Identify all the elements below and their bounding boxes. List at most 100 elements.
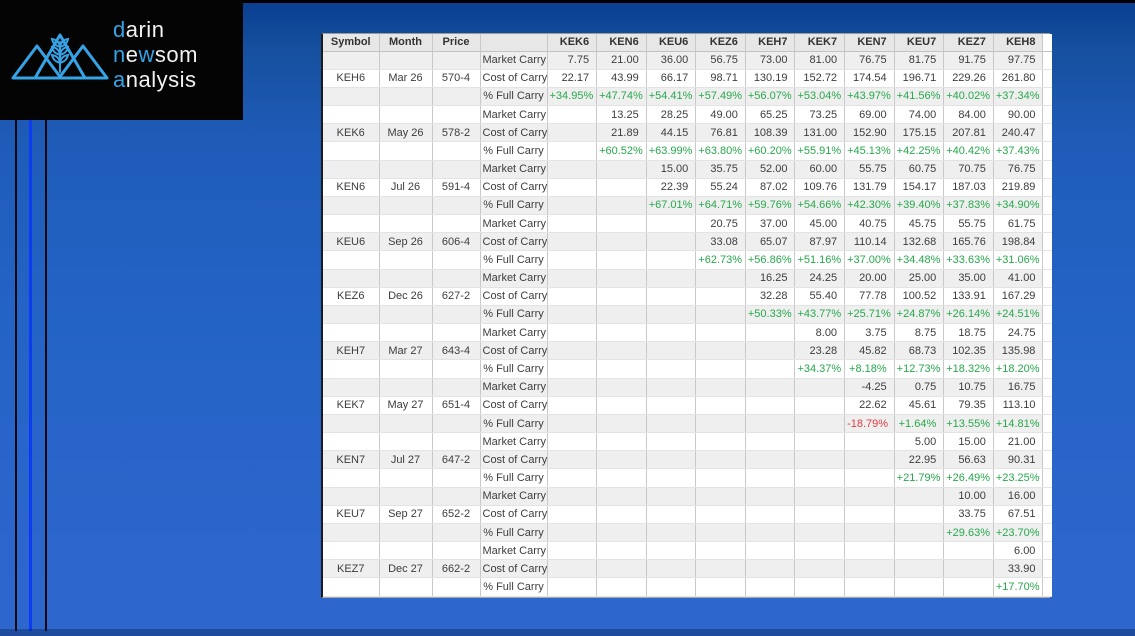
cell-price	[431, 487, 480, 506]
cell-price	[431, 323, 480, 343]
pct-cell: +25.71%	[844, 305, 895, 325]
row-label: % Full Carry	[479, 577, 547, 597]
value-cell: 73.00	[744, 51, 795, 70]
cell-price	[431, 432, 480, 452]
value-cell: 44.15	[645, 123, 696, 143]
value-cell: 76.75	[844, 51, 895, 70]
cell-symbol	[323, 87, 379, 107]
cell-month: Jul 27	[378, 450, 432, 470]
cell-month	[378, 432, 432, 452]
value-cell: 77.78	[844, 287, 895, 306]
value-cell: 36.00	[645, 51, 696, 70]
pct-cell: +40.02%	[943, 87, 994, 107]
value-cell: 90.00	[992, 105, 1043, 125]
pct-cell	[546, 414, 597, 434]
value-cell: 33.75	[943, 505, 994, 524]
cell-symbol: KEH7	[323, 341, 379, 361]
cell-price	[431, 414, 480, 434]
cell-month	[378, 196, 432, 216]
value-cell	[794, 541, 845, 561]
value-cell: 55.24	[695, 178, 746, 197]
row-label: Market Carry	[479, 105, 547, 125]
pct-cell: +43.97%	[844, 87, 895, 107]
row-label: Cost of Carry	[479, 396, 547, 415]
cell-month: Sep 27	[378, 505, 432, 524]
value-cell	[744, 487, 795, 506]
value-cell: 69.00	[844, 105, 895, 125]
value-cell: 7.75	[546, 51, 597, 70]
pct-cell: +54.41%	[645, 87, 696, 107]
value-cell: 40.75	[844, 214, 895, 234]
cell-price	[431, 196, 480, 216]
value-cell	[893, 541, 944, 561]
cell-price: 651-4	[431, 396, 480, 415]
decor-line-blue	[29, 120, 32, 631]
pct-cell: +56.86%	[744, 250, 795, 270]
cell-price	[431, 269, 480, 288]
cell-month: Jul 26	[378, 178, 432, 197]
value-cell: 174.54	[844, 69, 895, 88]
pct-cell	[645, 359, 696, 379]
spacer-cell	[1042, 105, 1052, 125]
pct-cell: +37.43%	[992, 141, 1043, 161]
cell-symbol: KEU7	[323, 505, 379, 524]
pct-cell	[546, 141, 597, 161]
pct-cell	[596, 250, 647, 270]
value-cell: 110.14	[844, 232, 895, 252]
value-cell	[695, 487, 746, 506]
row-label: Cost of Carry	[479, 450, 547, 470]
value-cell: 152.90	[844, 123, 895, 143]
pct-cell	[695, 468, 746, 488]
value-cell: 65.25	[744, 105, 795, 125]
value-cell: 175.15	[893, 123, 944, 143]
cell-month	[378, 51, 432, 70]
column-header-keh7: KEH7	[744, 34, 795, 52]
value-cell	[596, 160, 647, 179]
cost-of-carry-row-kez6: KEZ6 Dec 26 627-2 Cost of Carry 32.28 55.40 77…	[323, 287, 1052, 306]
cell-symbol: KEH6	[323, 69, 379, 88]
value-cell: 8.75	[893, 323, 944, 343]
row-label: % Full Carry	[479, 305, 547, 325]
value-cell	[695, 396, 746, 415]
pct-full-carry-row-keh6: % Full Carry +34.95% +47.74% +54.41% +57.49%…	[323, 87, 1052, 107]
value-cell: 18.75	[943, 323, 994, 343]
cell-price: 662-2	[431, 559, 480, 579]
logo-wordmark: darin newsom analysis	[113, 17, 198, 92]
value-cell	[744, 505, 795, 524]
value-cell: 22.62	[844, 396, 895, 415]
pct-cell: +26.14%	[943, 305, 994, 325]
market-carry-row-kez7: Market Carry 6.00	[323, 541, 1052, 561]
cell-symbol	[323, 414, 379, 434]
cell-month	[378, 305, 432, 325]
value-cell	[546, 432, 597, 452]
spacer-cell	[1042, 51, 1052, 70]
value-cell: 56.63	[943, 450, 994, 470]
pct-cell: +24.51%	[992, 305, 1043, 325]
value-cell: 55.75	[943, 214, 994, 234]
pct-cell: +34.37%	[794, 359, 845, 379]
value-cell	[596, 287, 647, 306]
value-cell	[645, 269, 696, 288]
value-cell: 97.75	[992, 51, 1043, 70]
value-cell	[596, 396, 647, 415]
value-cell: 60.75	[893, 160, 944, 179]
value-cell: 113.10	[992, 396, 1043, 415]
pct-cell: +63.99%	[645, 141, 696, 161]
value-cell	[546, 505, 597, 524]
cell-price	[431, 141, 480, 161]
spacer-cell	[1042, 250, 1052, 270]
pct-cell	[546, 523, 597, 543]
pct-cell	[546, 196, 597, 216]
pct-cell	[546, 305, 597, 325]
value-cell: 132.68	[893, 232, 944, 252]
value-cell: 21.00	[596, 51, 647, 70]
column-header-keh8: KEH8	[992, 34, 1043, 52]
value-cell	[794, 450, 845, 470]
column-header-price: Price	[431, 34, 480, 52]
cell-month: Sep 26	[378, 232, 432, 252]
value-cell	[744, 341, 795, 361]
pct-cell	[695, 577, 746, 597]
value-cell: 76.81	[695, 123, 746, 143]
cell-month: Dec 26	[378, 287, 432, 306]
